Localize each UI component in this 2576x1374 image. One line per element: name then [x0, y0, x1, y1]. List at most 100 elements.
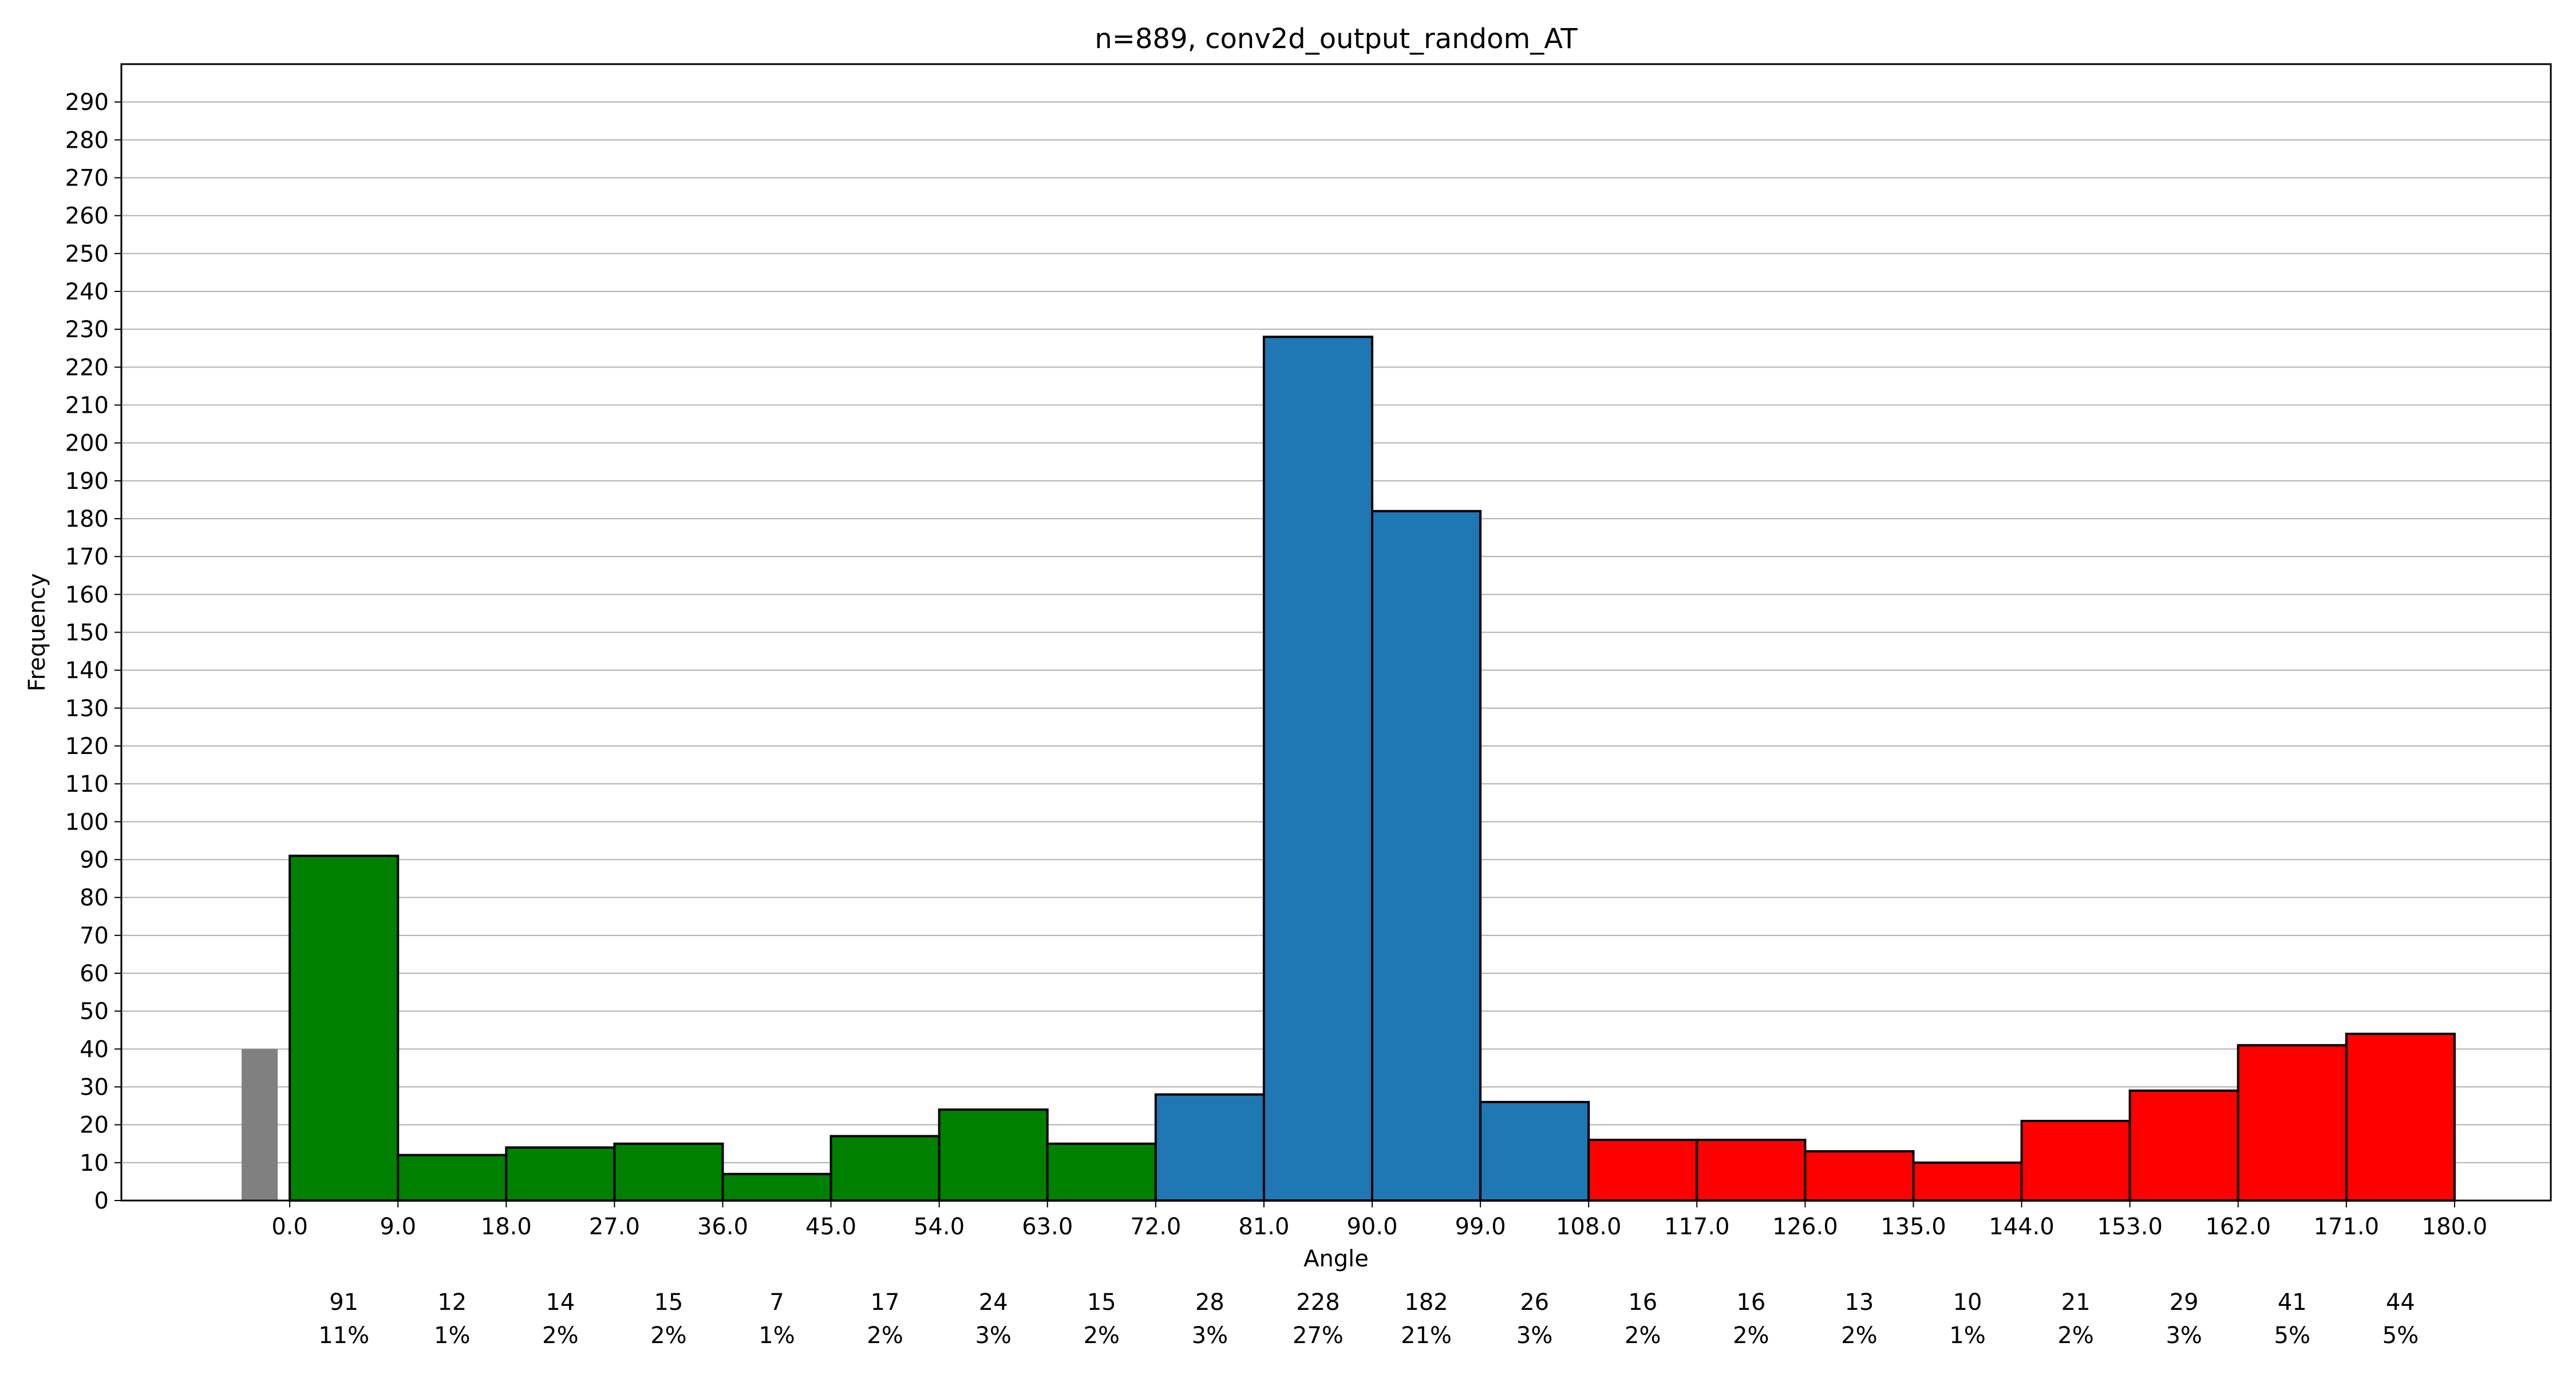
y-tick-label: 80 — [80, 885, 109, 911]
y-tick-label: 150 — [65, 620, 109, 646]
bin-percent-label: 5% — [2383, 1322, 2419, 1349]
y-tick-label: 290 — [65, 89, 109, 116]
bin-percent-label: 1% — [434, 1322, 470, 1349]
x-tick-label: 171.0 — [2314, 1214, 2380, 1240]
x-tick-label: 144.0 — [1989, 1214, 2055, 1240]
bin-percent-label: 1% — [758, 1322, 795, 1349]
bin-count-label: 28 — [1195, 1289, 1224, 1316]
bin-count-label: 7 — [769, 1289, 784, 1316]
x-tick-label: 135.0 — [1880, 1214, 1946, 1240]
bin-percent-label: 27% — [1293, 1322, 1344, 1349]
bin-percent-label: 2% — [2057, 1322, 2093, 1349]
bin-count-label: 41 — [2278, 1289, 2307, 1316]
y-tick-label: 170 — [65, 544, 109, 570]
y-axis-ticks: 0 10 20 30 40 50 60 70 80 90 100 110 120 130 140 150 160… — [65, 89, 121, 1214]
x-tick-label: 36.0 — [697, 1214, 748, 1240]
bin-count-label: 17 — [871, 1289, 900, 1316]
bin-count-label: 13 — [1844, 1289, 1874, 1316]
y-tick-label: 30 — [80, 1075, 109, 1101]
bin-count-label: 29 — [2170, 1289, 2199, 1316]
bin-percent-label: 3% — [975, 1322, 1011, 1349]
histogram-bar — [1479, 1100, 1590, 1202]
x-tick-label: 18.0 — [481, 1214, 532, 1240]
bin-count-label: 24 — [979, 1289, 1008, 1316]
histogram-bar — [1371, 510, 1482, 1202]
y-tick-label: 180 — [65, 506, 109, 532]
y-tick-label: 210 — [65, 393, 109, 419]
y-tick-label: 0 — [94, 1188, 109, 1214]
histogram-bar — [938, 1108, 1049, 1202]
y-tick-label: 100 — [65, 809, 109, 835]
histogram-bar — [1154, 1093, 1265, 1202]
y-tick-label: 280 — [65, 127, 109, 153]
x-tick-label: 63.0 — [1022, 1214, 1073, 1240]
y-tick-label: 110 — [65, 771, 109, 797]
bin-count-label: 26 — [1520, 1289, 1549, 1316]
y-tick-label: 20 — [80, 1112, 109, 1139]
histogram-bar — [613, 1142, 724, 1202]
x-tick-label: 99.0 — [1455, 1214, 1506, 1240]
histogram-bar — [2128, 1089, 2239, 1202]
bin-count-label: 16 — [1628, 1289, 1657, 1316]
histogram-bar — [1696, 1139, 1807, 1202]
y-tick-label: 250 — [65, 241, 109, 267]
x-tick-label: 72.0 — [1130, 1214, 1181, 1240]
y-tick-label: 220 — [65, 354, 109, 381]
y-tick-label: 50 — [80, 998, 109, 1025]
histogram-bar — [2237, 1044, 2348, 1202]
y-tick-label: 260 — [65, 203, 109, 230]
y-tick-label: 90 — [80, 847, 109, 874]
histogram-bar — [397, 1154, 508, 1202]
histogram-bar — [2345, 1032, 2456, 1202]
y-tick-label: 60 — [80, 961, 109, 987]
y-tick-label: 10 — [80, 1150, 109, 1176]
bin-percent-label: 2% — [650, 1322, 686, 1349]
bin-percent-label: 3% — [1192, 1322, 1228, 1349]
bin-percent-label: 11% — [318, 1322, 369, 1349]
histogram-bar — [289, 854, 400, 1202]
y-tick-label: 130 — [65, 696, 109, 722]
bin-percent-label: 21% — [1401, 1322, 1452, 1349]
histogram-bar — [1804, 1150, 1915, 1202]
histogram-bar — [1262, 335, 1374, 1202]
histogram-bar — [1587, 1139, 1698, 1202]
bin-percent-label: 2% — [542, 1322, 578, 1349]
bin-percent-label: 3% — [1516, 1322, 1552, 1349]
y-tick-label: 160 — [65, 582, 109, 608]
bin-count-label: 15 — [1087, 1289, 1116, 1316]
x-tick-label: 126.0 — [1772, 1214, 1838, 1240]
histogram-bar — [1912, 1161, 2023, 1202]
bin-count-label: 228 — [1296, 1289, 1340, 1316]
x-axis-ticks: 0.0 9.0 18.0 27.0 36.0 45.0 54.0 63.0 72.0 81.0 90… — [271, 1201, 2487, 1240]
y-tick-label: 140 — [65, 658, 109, 684]
bin-percent-label: 5% — [2274, 1322, 2310, 1349]
x-tick-label: 117.0 — [1664, 1214, 1730, 1240]
histogram-bar — [505, 1146, 616, 1202]
bin-count-label: 14 — [546, 1289, 575, 1316]
x-tick-label: 180.0 — [2422, 1214, 2488, 1240]
x-tick-label: 81.0 — [1238, 1214, 1289, 1240]
y-tick-label: 200 — [65, 431, 109, 457]
y-tick-label: 40 — [80, 1036, 109, 1063]
y-tick-label: 120 — [65, 733, 109, 760]
x-tick-label: 54.0 — [914, 1214, 965, 1240]
bin-count-label: 44 — [2386, 1289, 2415, 1316]
histogram-bar — [721, 1172, 832, 1202]
x-tick-label: 162.0 — [2205, 1214, 2271, 1240]
x-tick-label: 45.0 — [805, 1214, 856, 1240]
y-tick-label: 230 — [65, 317, 109, 343]
bin-percent-label: 3% — [2166, 1322, 2202, 1349]
chart-title: n=889, conv2d_output_random_AT — [1095, 23, 1578, 55]
histogram-bar — [829, 1135, 941, 1202]
bin-count-label: 16 — [1736, 1289, 1765, 1316]
x-tick-label: 0.0 — [271, 1214, 308, 1240]
bin-percent-label: 2% — [1084, 1322, 1120, 1349]
y-axis-label: Frequency — [24, 573, 50, 692]
bin-count-label: 10 — [1953, 1289, 1982, 1316]
x-tick-label: 9.0 — [380, 1214, 416, 1240]
bin-percent-label: 2% — [867, 1322, 903, 1349]
x-tick-label: 27.0 — [589, 1214, 640, 1240]
x-tick-label: 108.0 — [1556, 1214, 1622, 1240]
bin-percent-label: 2% — [1625, 1322, 1661, 1349]
